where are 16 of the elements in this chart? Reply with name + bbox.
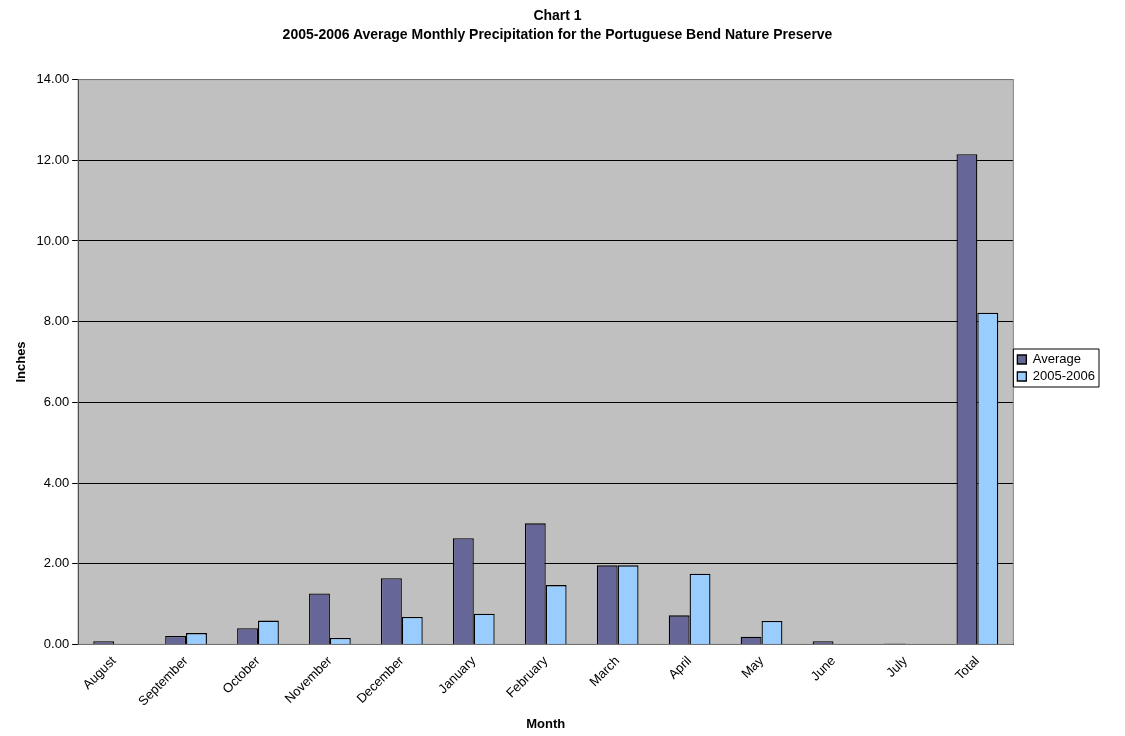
y-tick-label: 10.00 bbox=[36, 232, 70, 248]
y-tick-label: 8.00 bbox=[43, 313, 70, 329]
x-tick-label: May bbox=[738, 652, 767, 681]
y-tick-label: 2.00 bbox=[43, 555, 70, 571]
x-axis-title: Month bbox=[526, 715, 566, 731]
chart-title: Chart 1 bbox=[533, 7, 582, 24]
chart-subtitle: 2005-2006 Average Monthly Precipitation for the Portuguese Bend Nature Preserve bbox=[282, 26, 833, 43]
y-axis-title: Inches bbox=[13, 341, 29, 383]
y-tick-label: 4.00 bbox=[43, 474, 70, 490]
x-tick-label: July bbox=[883, 652, 911, 680]
y-tick-label: 0.00 bbox=[43, 635, 70, 651]
y-tick-label: 6.00 bbox=[43, 393, 70, 409]
legend-label: Average bbox=[1032, 351, 1082, 367]
y-tick-label: 14.00 bbox=[36, 71, 70, 87]
y-tick-label: 12.00 bbox=[36, 151, 70, 167]
legend-label: 2005-2006 bbox=[1032, 368, 1095, 384]
